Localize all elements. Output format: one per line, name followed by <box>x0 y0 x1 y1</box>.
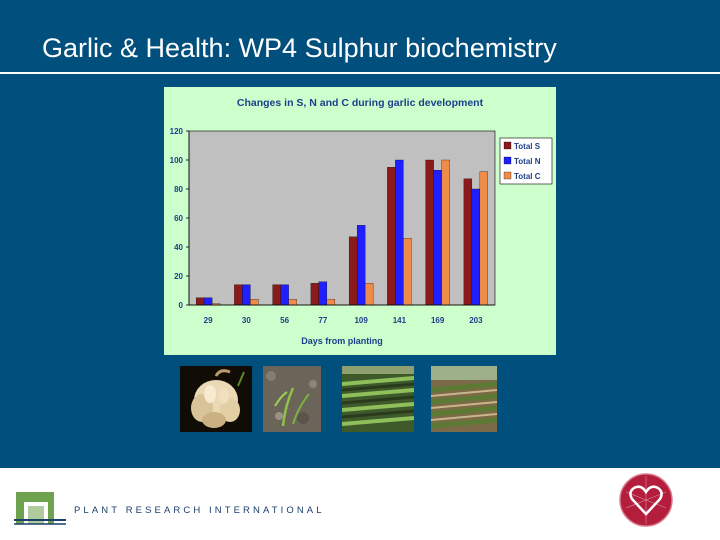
chart-title: Changes in S, N and C during garlic deve… <box>237 97 484 109</box>
x-tick-label: 30 <box>242 316 251 325</box>
bar-total-c-day-30 <box>250 299 259 306</box>
bar-total-n-day-169 <box>433 170 442 306</box>
y-tick-label: 60 <box>174 214 183 223</box>
bar-total-s-day-203 <box>463 178 473 306</box>
y-ticks: 0 20 40 60 80 100 120 <box>170 127 189 310</box>
bar-chart: Changes in S, N and C during garlic deve… <box>170 97 553 346</box>
bar-total-s-day-77 <box>310 283 320 306</box>
y-tick-label: 100 <box>170 156 184 165</box>
photo-mature-garlic-field <box>431 366 497 432</box>
x-ticks: 29 30 56 77 109 141 169 203 <box>204 316 483 325</box>
x-tick-label: 203 <box>469 316 483 325</box>
x-tick-label: 109 <box>354 316 368 325</box>
organization-name: PLANT RESEARCH INTERNATIONAL <box>74 505 325 516</box>
bar-total-c-day-203 <box>479 171 489 306</box>
legend-swatch <box>503 171 512 180</box>
bar-total-n-day-30 <box>242 284 251 306</box>
chart-legend: Total S Total N Total C <box>499 137 553 185</box>
legend-label: Total S <box>514 142 541 151</box>
x-tick-label: 56 <box>280 316 289 325</box>
bar-total-n-day-56 <box>280 284 289 306</box>
bar-total-n-day-141 <box>395 159 404 306</box>
bar-total-c-day-56 <box>288 299 297 306</box>
bar-total-s-day-30 <box>234 284 243 306</box>
x-axis-label: Days from planting <box>301 336 383 346</box>
x-tick-label: 29 <box>204 316 213 325</box>
bar-total-s-day-109 <box>348 236 358 306</box>
bar-total-c-day-141 <box>403 238 412 306</box>
y-tick-label: 0 <box>179 301 184 310</box>
slide-title: Garlic & Health: WP4 Sulphur biochemistr… <box>42 33 557 63</box>
photo-garlic-bulb <box>180 366 252 432</box>
bar-total-s-day-56 <box>272 284 281 306</box>
heart-emblem-icon <box>619 473 673 527</box>
footer: PLANT RESEARCH INTERNATIONAL <box>0 468 720 540</box>
pri-logo-icon <box>14 492 66 525</box>
bar-total-s-day-29 <box>195 297 205 306</box>
photo-garlic-seedlings <box>263 366 321 432</box>
bar-total-c-day-169 <box>441 159 450 306</box>
bar-total-s-day-141 <box>387 167 396 306</box>
bar-total-c-day-109 <box>364 283 374 306</box>
bar-total-n-day-77 <box>318 281 328 306</box>
y-tick-label: 20 <box>174 272 183 281</box>
legend-swatch <box>503 141 512 150</box>
bar-total-s-day-169 <box>425 159 434 306</box>
x-tick-label: 77 <box>318 316 327 325</box>
x-tick-label: 169 <box>431 316 445 325</box>
legend-swatch <box>503 156 512 165</box>
y-tick-label: 120 <box>170 127 184 136</box>
bar-total-n-day-203 <box>471 188 481 306</box>
y-tick-label: 40 <box>174 243 183 252</box>
bar-total-c-day-77 <box>326 299 336 306</box>
x-tick-label: 141 <box>393 316 407 325</box>
bar-total-n-day-29 <box>203 297 213 306</box>
bar-total-n-day-109 <box>356 225 366 306</box>
title-divider <box>0 72 720 74</box>
photo-young-garlic-rows <box>342 366 414 432</box>
chart-panel: Changes in S, N and C during garlic deve… <box>164 87 556 355</box>
y-tick-label: 80 <box>174 185 183 194</box>
legend-label: Total C <box>514 172 541 181</box>
legend-label: Total N <box>514 157 541 166</box>
